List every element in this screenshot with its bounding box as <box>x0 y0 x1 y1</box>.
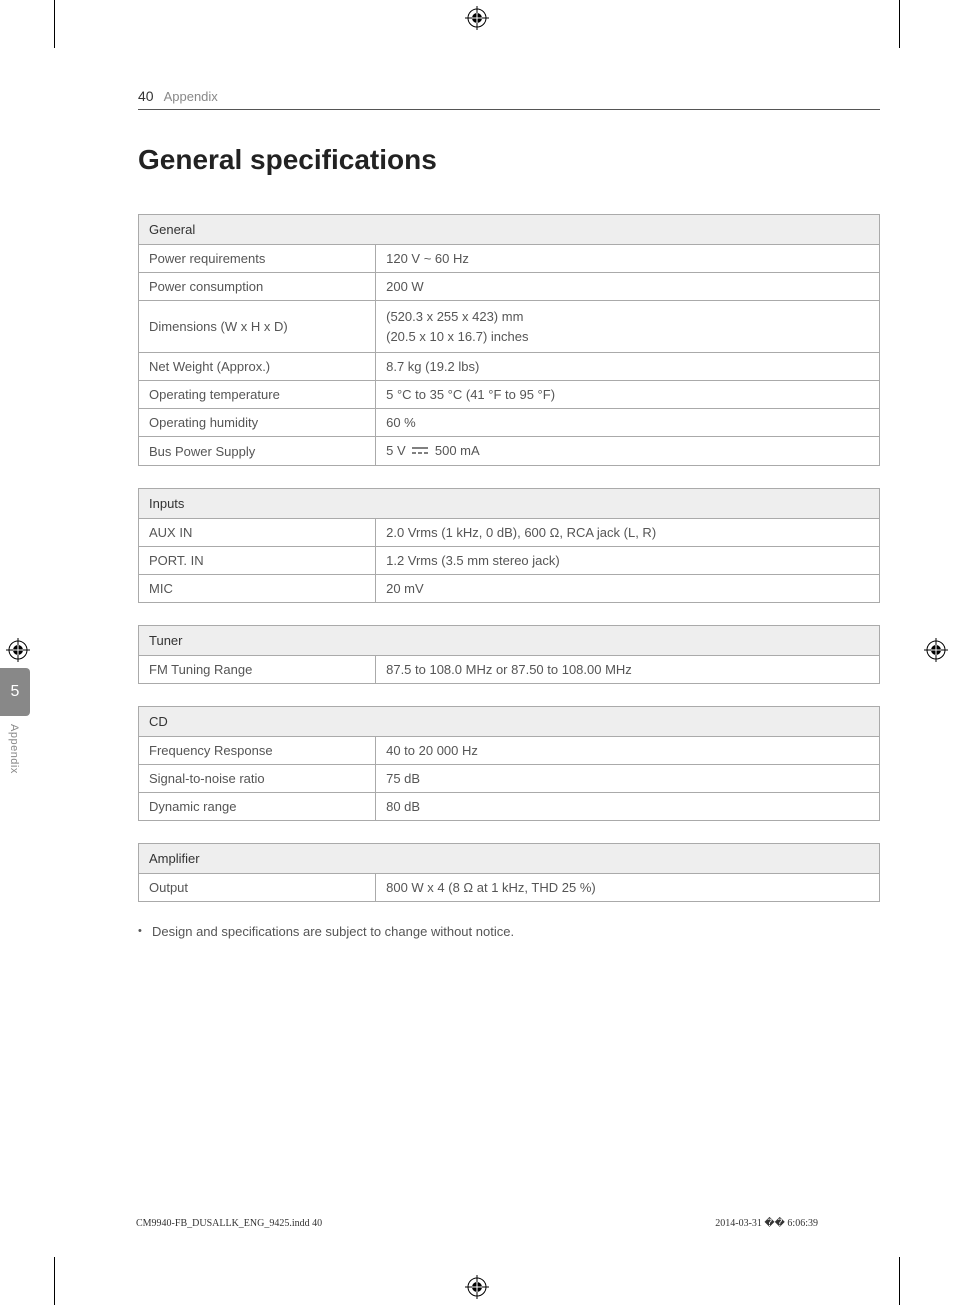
table-row: Frequency Response40 to 20 000 Hz <box>139 737 880 765</box>
table-header: Tuner <box>139 626 880 656</box>
table-row: PORT. IN1.2 Vrms (3.5 mm stereo jack) <box>139 547 880 575</box>
table-row: AUX IN2.0 Vrms (1 kHz, 0 dB), 600 Ω, RCA… <box>139 519 880 547</box>
spec-value: 5 °C to 35 °C (41 °F to 95 °F) <box>376 381 880 409</box>
crop-mark <box>54 1257 55 1305</box>
registration-mark-icon <box>465 1275 489 1299</box>
page-header: 40 Appendix <box>60 60 894 110</box>
spec-value: 5 V 500 mA <box>376 437 880 466</box>
table-row: Operating temperature5 °C to 35 °C (41 °… <box>139 381 880 409</box>
spec-label: Dynamic range <box>139 793 376 821</box>
inputs-table: Inputs AUX IN2.0 Vrms (1 kHz, 0 dB), 600… <box>138 488 880 603</box>
spec-value: 1.2 Vrms (3.5 mm stereo jack) <box>376 547 880 575</box>
side-tab: 5 Appendix <box>0 668 30 774</box>
tuner-table: Tuner FM Tuning Range87.5 to 108.0 MHz o… <box>138 625 880 684</box>
spec-label: Operating humidity <box>139 409 376 437</box>
spec-label: Net Weight (Approx.) <box>139 353 376 381</box>
crop-mark <box>899 1257 900 1305</box>
spec-value: 20 mV <box>376 575 880 603</box>
spec-label: Dimensions (W x H x D) <box>139 301 376 353</box>
page-title: General specifications <box>60 144 894 176</box>
table-header: General <box>139 215 880 245</box>
spec-label: Operating temperature <box>139 381 376 409</box>
spec-value: 8.7 kg (19.2 lbs) <box>376 353 880 381</box>
table-row: Power consumption200 W <box>139 273 880 301</box>
chapter-label: Appendix <box>8 724 20 774</box>
footer-timestamp: 2014-03-31 �� 6:06:39 <box>715 1218 834 1229</box>
spec-value: 120 V ~ 60 Hz <box>376 245 880 273</box>
print-footer: CM9940-FB_DUSALLK_ENG_9425.indd 40 2014-… <box>120 1218 834 1229</box>
spec-label: MIC <box>139 575 376 603</box>
section-label: Appendix <box>164 89 218 104</box>
spec-label: Power requirements <box>139 245 376 273</box>
spec-label: Output <box>139 874 376 902</box>
general-table: General Power requirements120 V ~ 60 Hz … <box>138 214 880 466</box>
table-row: Output800 W x 4 (8 Ω at 1 kHz, THD 25 %) <box>139 874 880 902</box>
spec-value: 2.0 Vrms (1 kHz, 0 dB), 600 Ω, RCA jack … <box>376 519 880 547</box>
spec-label: FM Tuning Range <box>139 656 376 684</box>
table-row: MIC20 mV <box>139 575 880 603</box>
spec-value: 80 dB <box>376 793 880 821</box>
table-row: FM Tuning Range87.5 to 108.0 MHz or 87.5… <box>139 656 880 684</box>
table-header: Inputs <box>139 489 880 519</box>
table-row: Signal-to-noise ratio75 dB <box>139 765 880 793</box>
table-row: Operating humidity60 % <box>139 409 880 437</box>
spec-value: 40 to 20 000 Hz <box>376 737 880 765</box>
dc-suffix: 500 mA <box>431 443 479 458</box>
table-header: CD <box>139 707 880 737</box>
spec-value: 200 W <box>376 273 880 301</box>
footnote: Design and specifications are subject to… <box>138 924 880 939</box>
dc-symbol-icon <box>411 444 429 459</box>
cd-table: CD Frequency Response40 to 20 000 Hz Sig… <box>138 706 880 821</box>
registration-mark-icon <box>465 6 489 30</box>
table-row: Dynamic range80 dB <box>139 793 880 821</box>
spec-value: 60 % <box>376 409 880 437</box>
table-row: Dimensions (W x H x D)(520.3 x 255 x 423… <box>139 301 880 353</box>
spec-label: Frequency Response <box>139 737 376 765</box>
spec-label: Bus Power Supply <box>139 437 376 466</box>
spec-value: (520.3 x 255 x 423) mm(20.5 x 10 x 16.7)… <box>376 301 880 353</box>
registration-mark-icon <box>6 638 30 662</box>
spec-value: 87.5 to 108.0 MHz or 87.50 to 108.00 MHz <box>376 656 880 684</box>
spec-label: AUX IN <box>139 519 376 547</box>
spec-value: 800 W x 4 (8 Ω at 1 kHz, THD 25 %) <box>376 874 880 902</box>
table-row: Power requirements120 V ~ 60 Hz <box>139 245 880 273</box>
table-row: Net Weight (Approx.)8.7 kg (19.2 lbs) <box>139 353 880 381</box>
table-header: Amplifier <box>139 844 880 874</box>
spec-label: Signal-to-noise ratio <box>139 765 376 793</box>
table-row: Bus Power Supply5 V 500 mA <box>139 437 880 466</box>
chapter-number: 5 <box>0 668 30 716</box>
dc-prefix: 5 V <box>386 443 406 458</box>
registration-mark-icon <box>924 638 948 662</box>
content-area: General Power requirements120 V ~ 60 Hz … <box>60 214 894 939</box>
crop-mark <box>54 0 55 48</box>
crop-mark <box>899 0 900 48</box>
amplifier-table: Amplifier Output800 W x 4 (8 Ω at 1 kHz,… <box>138 843 880 902</box>
spec-label: PORT. IN <box>139 547 376 575</box>
spec-value: 75 dB <box>376 765 880 793</box>
page-number: 40 <box>138 88 154 104</box>
footer-filename: CM9940-FB_DUSALLK_ENG_9425.indd 40 <box>120 1218 322 1229</box>
spec-label: Power consumption <box>139 273 376 301</box>
